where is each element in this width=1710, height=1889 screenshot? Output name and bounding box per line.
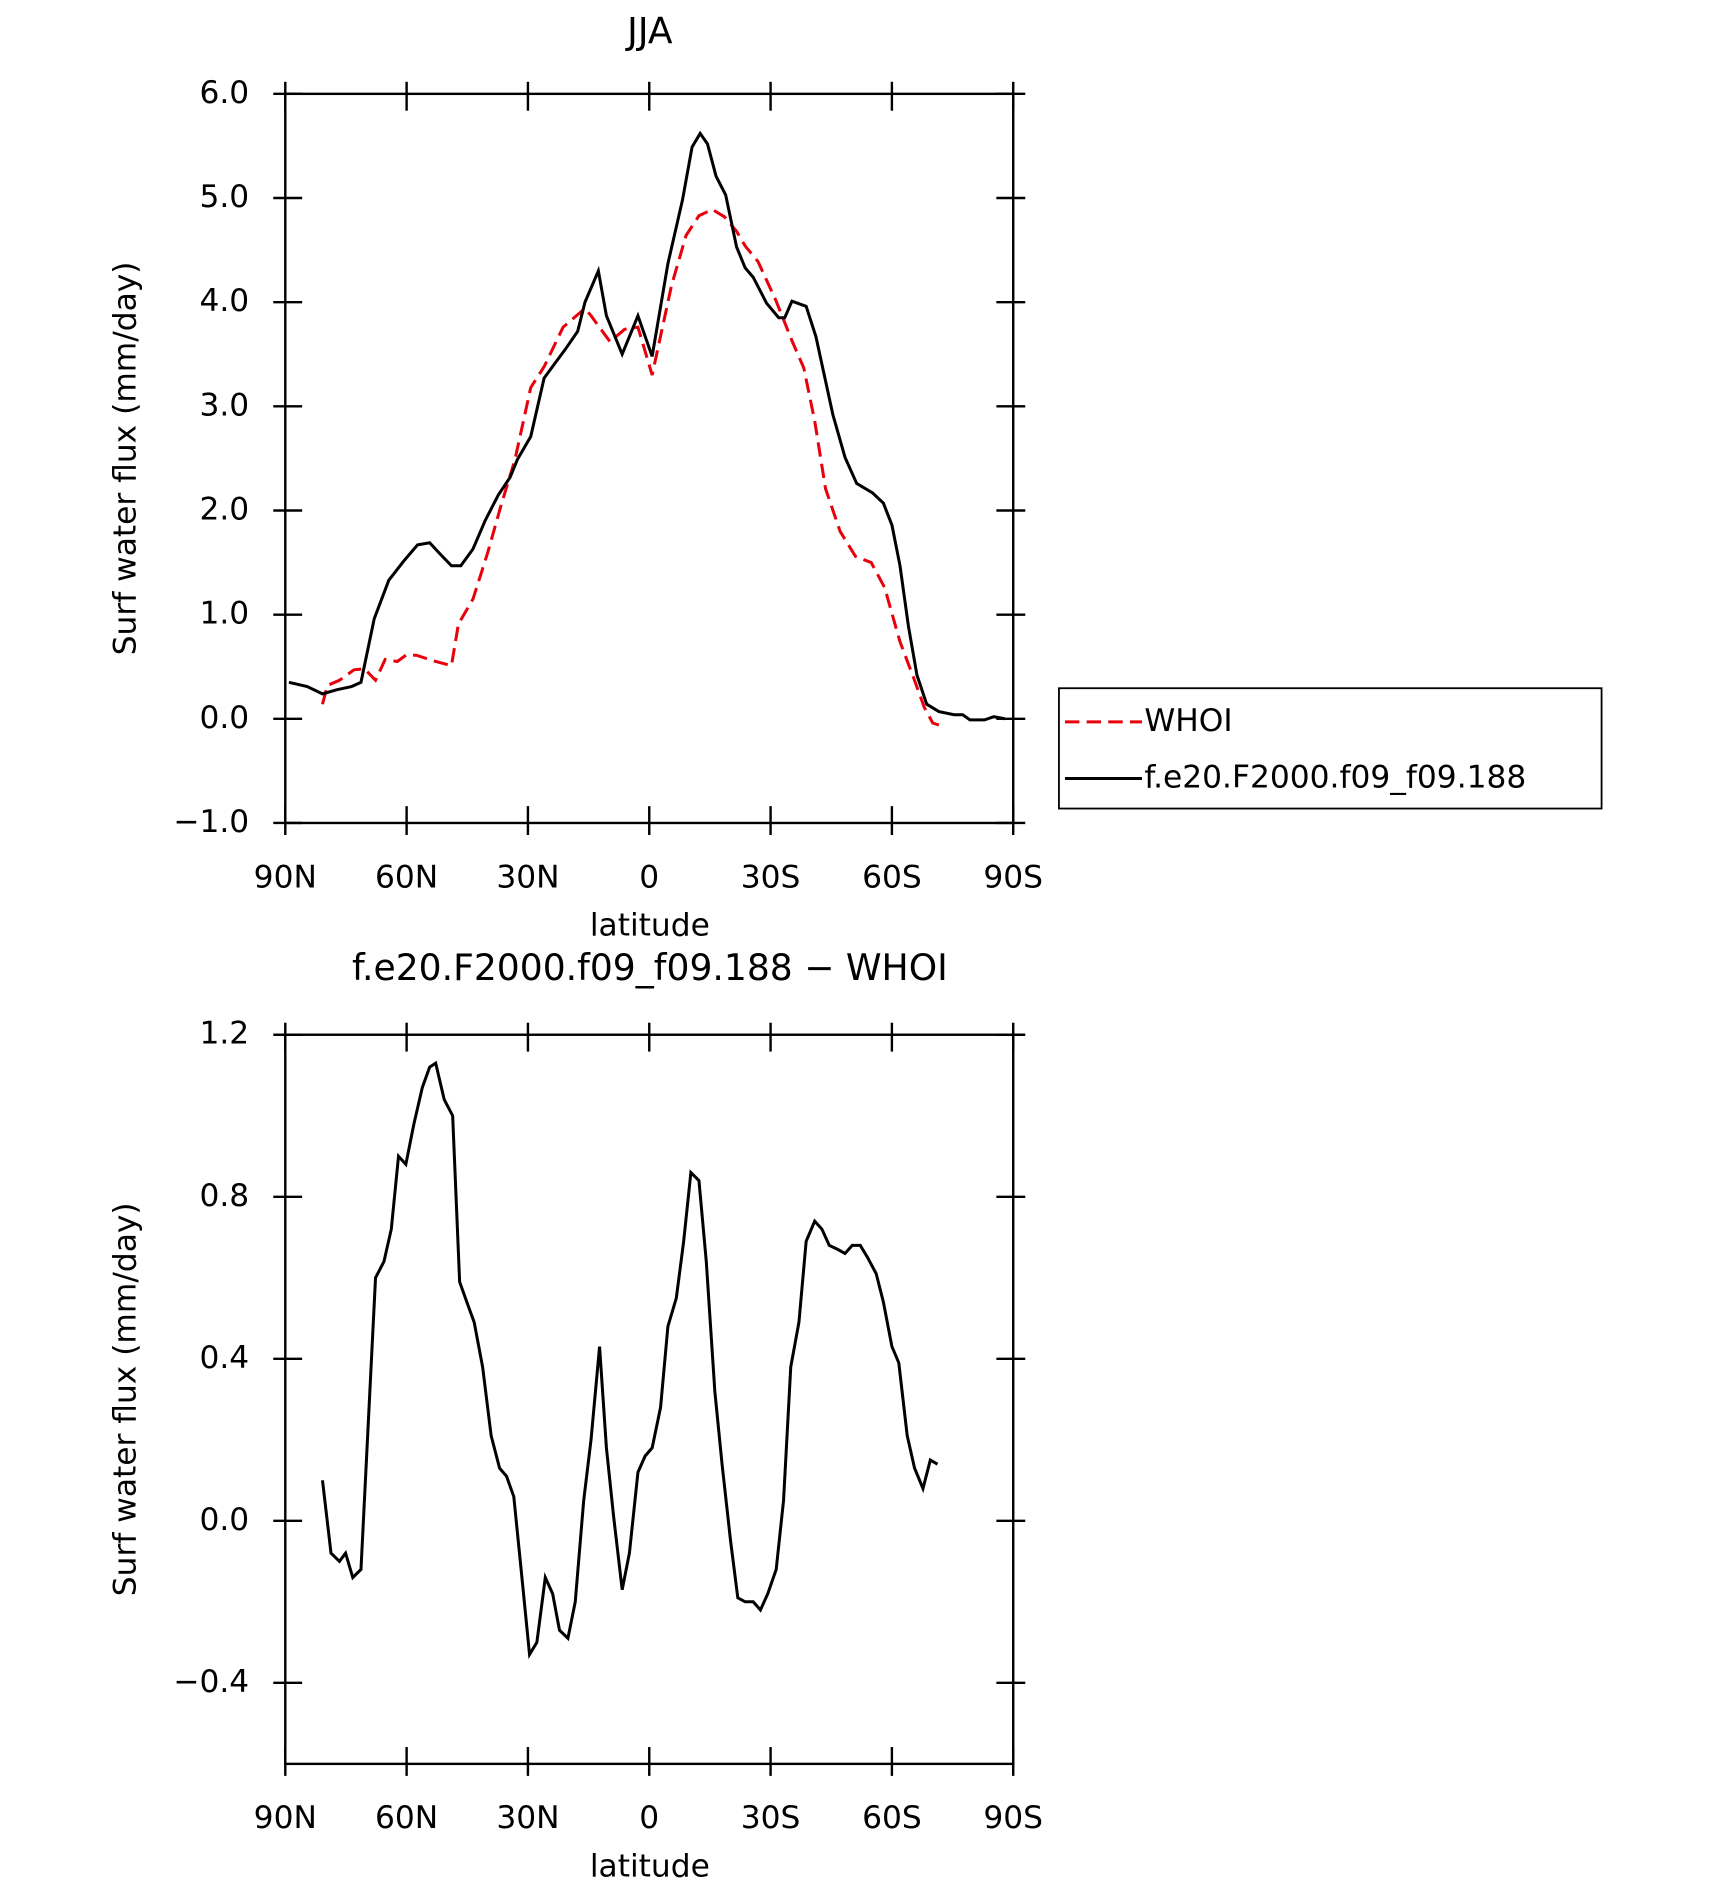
x-tick-label: 60N — [375, 859, 438, 895]
data-line — [320, 1060, 939, 1660]
y-tick-label: 2.0 — [199, 491, 249, 527]
x-axis-label: latitude — [590, 907, 710, 943]
x-tick-label: 90S — [983, 859, 1043, 895]
plot-frame — [284, 92, 1015, 825]
x-tick-label: 60S — [862, 1800, 922, 1836]
y-tick-label: 3.0 — [199, 387, 249, 423]
x-tick-label: 60S — [862, 859, 922, 895]
x-tick-label: 30N — [496, 859, 559, 895]
x-tick-label: 90N — [254, 859, 317, 895]
chart-title: f.e20.F2000.f09_f09.188 − WHOI — [352, 947, 948, 989]
y-tick-label: −1.0 — [173, 804, 249, 840]
legend-label: f.e20.F2000.f09_f09.188 — [1144, 759, 1526, 795]
y-tick-label: 1.2 — [199, 1016, 249, 1052]
x-tick-label: 0 — [639, 1800, 659, 1836]
y-tick-label: 0.4 — [199, 1340, 249, 1376]
x-tick-label: 30N — [496, 1800, 559, 1836]
legend-box — [1058, 687, 1603, 810]
y-axis-label: Surf water flux (mm/day) — [107, 1202, 143, 1596]
y-tick-label: 5.0 — [199, 179, 249, 215]
data-line — [321, 207, 940, 727]
y-tick-label: 0.0 — [199, 1502, 249, 1538]
x-tick-label: 30S — [741, 859, 801, 895]
y-tick-label: 4.0 — [199, 283, 249, 319]
legend-label: WHOI — [1144, 703, 1232, 739]
x-tick-label: 60N — [375, 1800, 438, 1836]
y-tick-label: −0.4 — [173, 1664, 249, 1700]
chart-title: JJA — [625, 11, 673, 53]
data-line — [288, 130, 1005, 722]
y-tick-label: 6.0 — [199, 75, 249, 111]
y-tick-label: 1.0 — [199, 596, 249, 632]
y-axis-label: Surf water flux (mm/day) — [107, 262, 143, 656]
x-tick-label: 90S — [983, 1800, 1043, 1836]
x-tick-label: 90N — [254, 1800, 317, 1836]
y-tick-label: 0.0 — [199, 700, 249, 736]
x-tick-label: 0 — [639, 859, 659, 895]
y-tick-label: 0.8 — [199, 1178, 249, 1214]
x-tick-label: 30S — [741, 1800, 801, 1836]
x-axis-label: latitude — [590, 1848, 710, 1884]
